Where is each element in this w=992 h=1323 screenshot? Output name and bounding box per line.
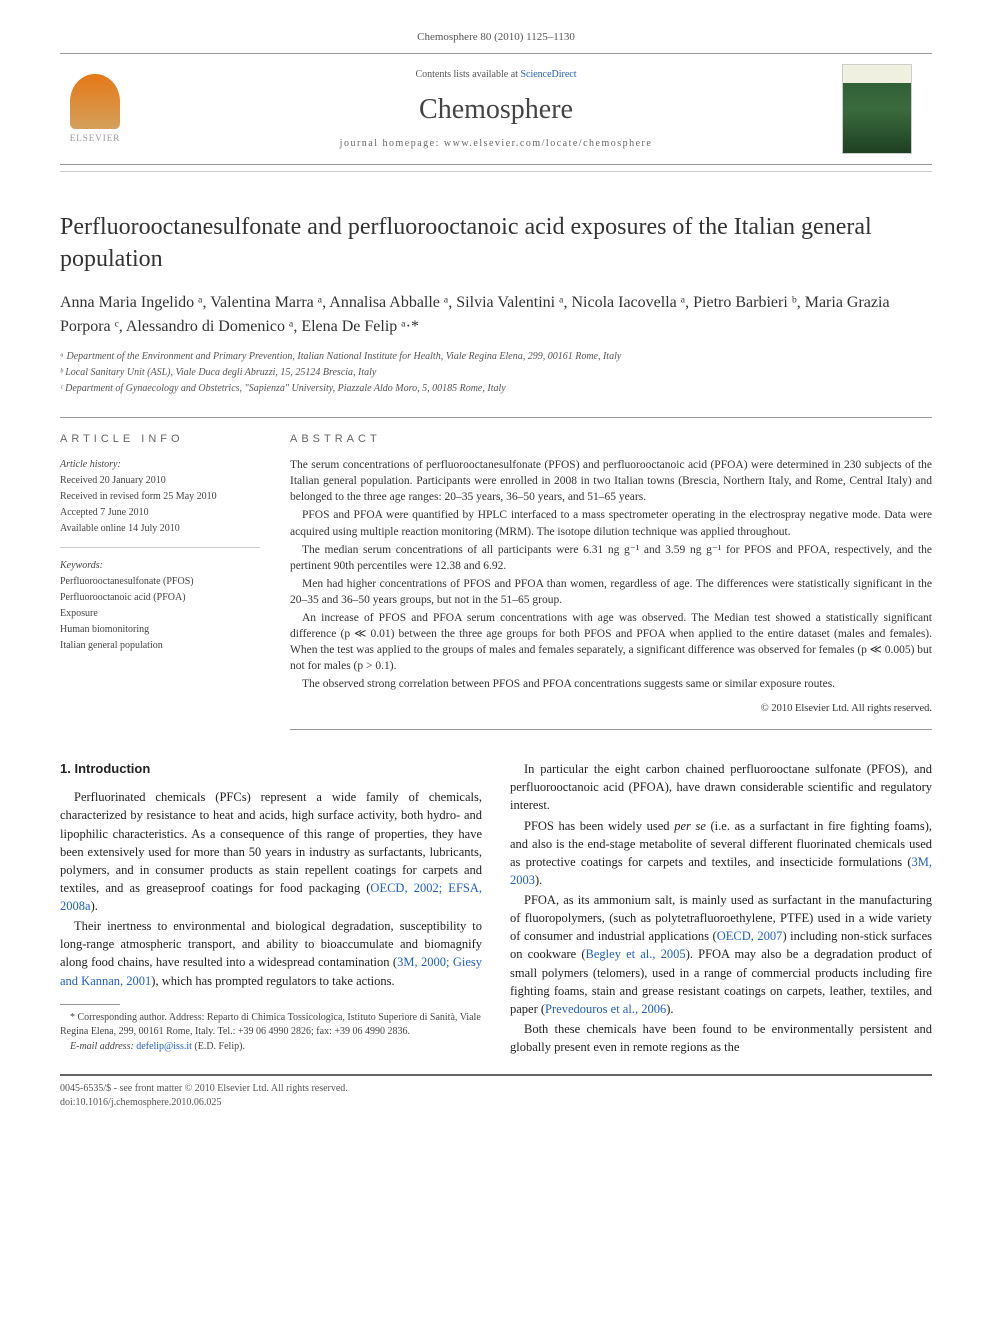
body-para: PFOS has been widely used per se (i.e. a… bbox=[510, 817, 932, 890]
footnotes: * Corresponding author. Address: Reparto… bbox=[60, 1011, 482, 1055]
body-para: Perfluorinated chemicals (PFCs) represen… bbox=[60, 788, 482, 915]
email-label: E-mail address: bbox=[70, 1041, 134, 1052]
body-two-column: 1. Introduction Perfluorinated chemicals… bbox=[60, 760, 932, 1056]
abstract-para: The median serum concentrations of all p… bbox=[290, 542, 932, 574]
masthead-center: Contents lists available at ScienceDirec… bbox=[150, 68, 842, 151]
history-accepted: Accepted 7 June 2010 bbox=[60, 505, 260, 520]
journal-name: Chemosphere bbox=[150, 90, 842, 129]
abstract-body: The serum concentrations of perfluorooct… bbox=[290, 457, 932, 730]
affiliation-a: ᵃ Department of the Environment and Prim… bbox=[60, 349, 932, 365]
keyword: Exposure bbox=[60, 606, 260, 621]
contents-available-line: Contents lists available at ScienceDirec… bbox=[150, 68, 842, 82]
abstract-para: An increase of PFOS and PFOA serum conce… bbox=[290, 610, 932, 674]
keywords-label: Keywords: bbox=[60, 558, 260, 573]
article-info-heading: ARTICLE INFO bbox=[60, 432, 260, 447]
abstract-para: The serum concentrations of perfluorooct… bbox=[290, 457, 932, 505]
abstract-para: PFOS and PFOA were quantified by HPLC in… bbox=[290, 507, 932, 539]
keyword: Human biomonitoring bbox=[60, 622, 260, 637]
sciencedirect-link[interactable]: ScienceDirect bbox=[520, 69, 576, 80]
history-revised: Received in revised form 25 May 2010 bbox=[60, 489, 260, 504]
publisher-logo-block: ELSEVIER bbox=[60, 69, 150, 149]
article-info-sidebar: ARTICLE INFO Article history: Received 2… bbox=[60, 418, 260, 730]
author-list: Anna Maria Ingelido ᵃ, Valentina Marra ᵃ… bbox=[60, 291, 932, 339]
journal-reference: Chemosphere 80 (2010) 1125–1130 bbox=[60, 30, 932, 45]
page-footer: 0045-6535/$ - see front matter © 2010 El… bbox=[60, 1074, 932, 1110]
corresponding-author-note: * Corresponding author. Address: Reparto… bbox=[60, 1011, 482, 1040]
abstract-para: The observed strong correlation between … bbox=[290, 676, 932, 692]
divider bbox=[60, 171, 932, 172]
article-title: Perfluorooctanesulfonate and perfluorooc… bbox=[60, 212, 932, 274]
cover-image-icon bbox=[842, 64, 912, 154]
body-para: Their inertness to environmental and bio… bbox=[60, 917, 482, 990]
abstract-para: Men had higher concentrations of PFOS an… bbox=[290, 576, 932, 608]
history-label: Article history: bbox=[60, 457, 260, 472]
email-suffix: (E.D. Felip). bbox=[194, 1041, 245, 1052]
elsevier-tree-icon: ELSEVIER bbox=[60, 69, 130, 149]
affiliation-c: ᶜ Department of Gynaecology and Obstetri… bbox=[60, 381, 932, 397]
front-matter-line: 0045-6535/$ - see front matter © 2010 El… bbox=[60, 1082, 348, 1096]
history-online: Available online 14 July 2010 bbox=[60, 521, 260, 536]
affiliation-b: ᵇ Local Sanitary Unit (ASL), Viale Duca … bbox=[60, 365, 932, 381]
body-para: Both these chemicals have been found to … bbox=[510, 1020, 932, 1056]
contents-label: Contents lists available at bbox=[415, 69, 517, 80]
publisher-name: ELSEVIER bbox=[70, 132, 121, 145]
masthead: ELSEVIER Contents lists available at Sci… bbox=[60, 53, 932, 165]
email-link[interactable]: defelip@iss.it bbox=[136, 1041, 192, 1052]
history-received: Received 20 January 2010 bbox=[60, 473, 260, 488]
journal-homepage[interactable]: journal homepage: www.elsevier.com/locat… bbox=[150, 137, 842, 151]
abstract-copyright: © 2010 Elsevier Ltd. All rights reserved… bbox=[290, 702, 932, 717]
keyword: Perfluorooctanesulfonate (PFOS) bbox=[60, 574, 260, 589]
keywords-block: Keywords: Perfluorooctanesulfonate (PFOS… bbox=[60, 558, 260, 653]
body-para: PFOA, as its ammonium salt, is mainly us… bbox=[510, 891, 932, 1018]
journal-cover-thumb bbox=[842, 64, 932, 154]
article-history-block: Article history: Received 20 January 201… bbox=[60, 457, 260, 548]
abstract-heading: ABSTRACT bbox=[290, 432, 932, 447]
section-heading-intro: 1. Introduction bbox=[60, 760, 482, 778]
keyword: Italian general population bbox=[60, 638, 260, 653]
email-line: E-mail address: defelip@iss.it (E.D. Fel… bbox=[60, 1040, 482, 1055]
affiliations: ᵃ Department of the Environment and Prim… bbox=[60, 349, 932, 397]
info-abstract-row: ARTICLE INFO Article history: Received 2… bbox=[60, 417, 932, 730]
body-para: In particular the eight carbon chained p… bbox=[510, 760, 932, 814]
abstract-column: ABSTRACT The serum concentrations of per… bbox=[290, 418, 932, 730]
footer-left-block: 0045-6535/$ - see front matter © 2010 El… bbox=[60, 1082, 348, 1110]
keyword: Perfluorooctanoic acid (PFOA) bbox=[60, 590, 260, 605]
doi-line[interactable]: doi:10.1016/j.chemosphere.2010.06.025 bbox=[60, 1096, 348, 1110]
footnote-separator bbox=[60, 1004, 120, 1005]
